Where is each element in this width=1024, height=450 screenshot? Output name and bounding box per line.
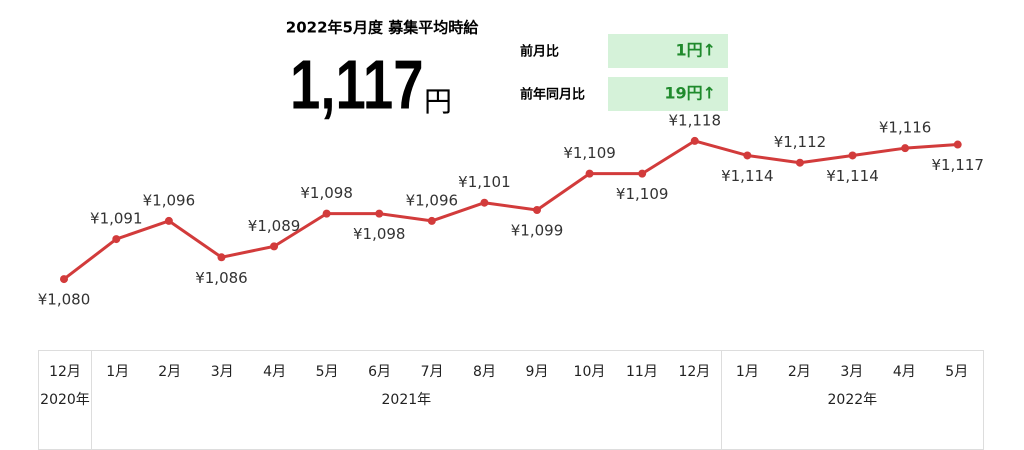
value-label: ¥1,116 xyxy=(879,119,932,137)
headline-unit: 円 xyxy=(424,85,452,118)
x-tick-label: 8月 xyxy=(473,364,496,380)
point xyxy=(427,216,436,225)
x-tick-label: 11月 xyxy=(626,364,658,380)
comparison-value: 1円↑ xyxy=(675,41,716,60)
x-tick-label: 4月 xyxy=(263,364,287,380)
comparison-label: 前月比 xyxy=(520,44,559,60)
x-tick-label: 2月 xyxy=(158,364,182,380)
x-tick-label: 3月 xyxy=(840,364,864,380)
point xyxy=(901,144,910,153)
value-label: ¥1,089 xyxy=(248,217,301,235)
title: 2022年5月度 募集平均時給 xyxy=(286,19,479,37)
x-tick-label: 12月 xyxy=(49,364,81,380)
year-label: 2021年 xyxy=(91,389,721,449)
x-tick-label: 1月 xyxy=(91,351,143,389)
point xyxy=(533,206,541,214)
comparison-box xyxy=(608,34,728,68)
point xyxy=(690,136,699,145)
value-label: ¥1,109 xyxy=(563,144,616,162)
value-label: ¥1,118 xyxy=(669,111,722,129)
point xyxy=(743,151,752,160)
value-label: ¥1,096 xyxy=(406,191,459,209)
x-tick-label: 5月 xyxy=(315,364,339,380)
point xyxy=(60,275,68,284)
point xyxy=(217,253,226,262)
point xyxy=(638,169,647,178)
value-label: ¥1,099 xyxy=(511,222,564,240)
value-label: ¥1,112 xyxy=(774,133,827,151)
value-label: ¥1,117 xyxy=(931,156,984,174)
value-label: ¥1,080 xyxy=(38,291,91,309)
comparison-box xyxy=(608,77,728,111)
x-tick-label: 2月 xyxy=(787,364,811,380)
value-label: ¥1,109 xyxy=(616,185,669,203)
value-label: ¥1,098 xyxy=(353,225,406,243)
point xyxy=(953,140,962,149)
x-tick-label: 7月 xyxy=(420,364,444,380)
x-tick-label: 9月 xyxy=(525,364,549,380)
x-tick-label: 5月 xyxy=(945,364,969,380)
x-tick-label: 4月 xyxy=(892,364,916,380)
value-label: ¥1,091 xyxy=(90,210,143,228)
chart: 2022年5月度 募集平均時給 1,117 円 前月比 1円↑ 前年同月比 19… xyxy=(38,19,984,309)
point xyxy=(480,198,489,207)
value-label: ¥1,101 xyxy=(458,173,511,191)
point xyxy=(585,169,594,178)
x-tick-label: 1月 xyxy=(720,351,773,389)
x-axis-table: 12月 1月 2月 3月 4月 5月 6月 7月 8月 9月 10月 11月 12月 1月 2月 3月 4月 5月… xyxy=(38,350,984,450)
point xyxy=(112,235,121,244)
point xyxy=(164,216,173,225)
x-tick-label: 12月 xyxy=(678,364,711,380)
headline-value: 1,117 xyxy=(290,46,424,124)
point xyxy=(375,209,384,218)
value-label: ¥1,114 xyxy=(826,167,879,185)
x-tick-label: 3月 xyxy=(210,364,234,380)
point xyxy=(322,209,331,218)
value-label: ¥1,096 xyxy=(143,191,196,209)
value-label: ¥1,098 xyxy=(300,184,353,202)
point xyxy=(848,151,857,160)
value-label: ¥1,114 xyxy=(721,167,774,185)
line xyxy=(63,139,958,281)
point xyxy=(795,158,804,167)
point xyxy=(270,242,279,251)
x-tick-label: 6月 xyxy=(368,364,392,380)
year-label: 2022年 xyxy=(720,389,983,449)
year-label: 2020年 xyxy=(40,392,90,408)
comparison-value: 19円↑ xyxy=(664,84,716,103)
comparison-label: 前年同月比 xyxy=(520,87,585,103)
x-tick-label: 10月 xyxy=(573,364,606,380)
value-label: ¥1,086 xyxy=(195,269,248,287)
